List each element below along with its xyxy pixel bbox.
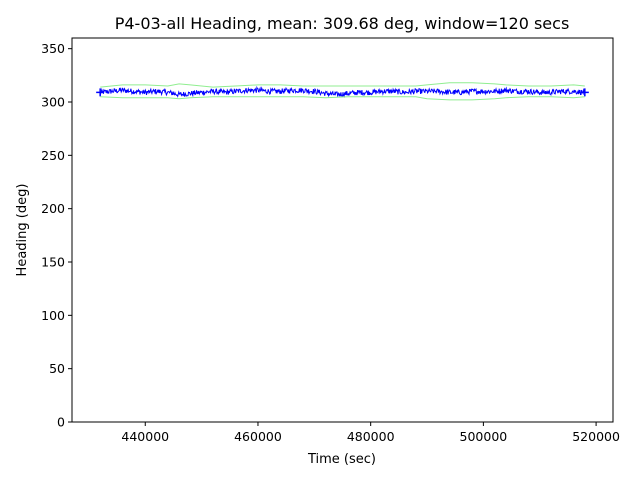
y-tick-label: 100 <box>41 308 65 323</box>
x-tick-label: 460000 <box>234 429 282 444</box>
lower-envelope-series <box>100 96 585 101</box>
axis-ticks: 0 50 100 150 200 250 300 350 440000 460000 480000 5… <box>41 41 620 444</box>
x-tick-label: 520000 <box>572 429 620 444</box>
y-tick-label: 200 <box>41 201 65 216</box>
x-tick-label: 480000 <box>347 429 395 444</box>
upper-envelope-series <box>100 82 585 88</box>
y-tick-label: 150 <box>41 255 65 270</box>
y-tick-label: 50 <box>49 361 65 376</box>
x-tick-label: 500000 <box>460 429 508 444</box>
y-tick-label: 350 <box>41 41 65 56</box>
heading-marker <box>580 88 589 97</box>
plot-frame <box>71 37 614 423</box>
plot-area <box>96 82 589 101</box>
x-tick-label: 440000 <box>121 429 169 444</box>
y-tick-label: 0 <box>57 415 65 430</box>
y-tick-label: 250 <box>41 148 65 163</box>
chart-title: P4-03-all Heading, mean: 309.68 deg, win… <box>115 14 570 33</box>
y-axis-label: Heading (deg) <box>15 184 30 277</box>
y-tick-label: 300 <box>41 95 65 110</box>
x-axis-label: Time (sec) <box>307 452 376 467</box>
heading-series <box>99 85 586 98</box>
heading-marker <box>96 88 105 97</box>
